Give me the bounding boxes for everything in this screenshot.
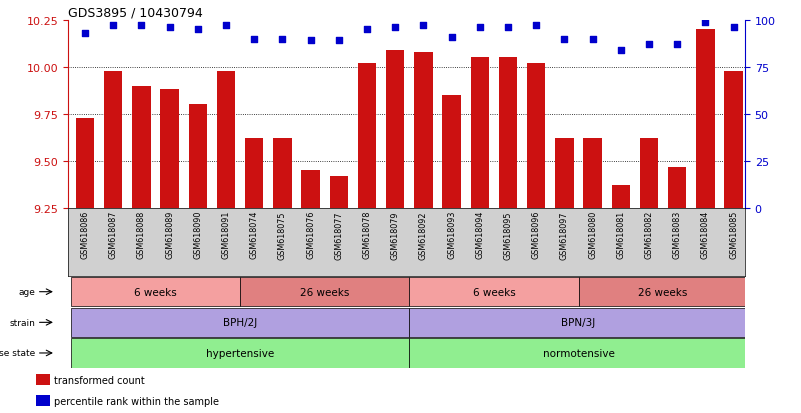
Bar: [132, 86, 151, 209]
Bar: [273, 139, 292, 209]
Bar: [724, 71, 743, 209]
Point: [642, 42, 655, 48]
Point: [360, 27, 373, 33]
Text: GSM618087: GSM618087: [109, 211, 118, 259]
Point: [558, 36, 571, 43]
Text: GSM618095: GSM618095: [504, 211, 513, 259]
Text: 6 weeks: 6 weeks: [134, 287, 177, 297]
Bar: [442, 96, 461, 209]
Text: BPN/3J: BPN/3J: [562, 318, 596, 328]
Text: GSM618078: GSM618078: [363, 211, 372, 259]
Text: disease state: disease state: [0, 349, 35, 358]
Text: 6 weeks: 6 weeks: [473, 287, 515, 297]
Bar: [104, 71, 123, 209]
Text: GDS3895 / 10430794: GDS3895 / 10430794: [68, 7, 203, 19]
Point: [473, 25, 486, 31]
Bar: [71, 277, 240, 307]
Point: [191, 27, 204, 33]
Text: GSM618088: GSM618088: [137, 211, 146, 259]
Text: GSM618074: GSM618074: [250, 211, 259, 259]
Point: [417, 23, 430, 30]
Bar: [330, 177, 348, 209]
Bar: [71, 338, 409, 368]
Point: [501, 25, 514, 31]
Bar: [217, 71, 235, 209]
Text: GSM618091: GSM618091: [222, 211, 231, 259]
Bar: [386, 51, 405, 209]
Text: GSM618090: GSM618090: [193, 211, 203, 259]
Text: GSM618085: GSM618085: [729, 211, 739, 259]
Point: [107, 23, 119, 30]
Point: [276, 36, 289, 43]
Bar: [527, 64, 545, 209]
Text: GSM618080: GSM618080: [588, 211, 597, 259]
Bar: [471, 58, 489, 209]
Bar: [414, 52, 433, 209]
Text: GSM618082: GSM618082: [645, 211, 654, 259]
Text: hypertensive: hypertensive: [206, 348, 274, 358]
Point: [699, 19, 712, 26]
Bar: [189, 105, 207, 209]
Bar: [358, 64, 376, 209]
Text: 26 weeks: 26 weeks: [638, 287, 688, 297]
Bar: [36, 395, 50, 406]
Text: percentile rank within the sample: percentile rank within the sample: [54, 396, 219, 406]
Bar: [696, 30, 714, 209]
Text: GSM618094: GSM618094: [475, 211, 485, 259]
Point: [135, 23, 148, 30]
Point: [529, 23, 542, 30]
Bar: [71, 308, 409, 337]
Point: [304, 38, 317, 45]
Bar: [583, 139, 602, 209]
Bar: [612, 186, 630, 209]
Bar: [409, 308, 748, 337]
Text: strain: strain: [10, 318, 35, 327]
Text: GSM618076: GSM618076: [306, 211, 315, 259]
Bar: [640, 139, 658, 209]
Point: [727, 25, 740, 31]
Point: [671, 42, 684, 48]
Text: BPH/2J: BPH/2J: [223, 318, 257, 328]
Text: GSM618089: GSM618089: [165, 211, 174, 259]
Point: [614, 47, 627, 54]
Point: [248, 36, 260, 43]
Point: [332, 38, 345, 45]
Point: [445, 34, 458, 41]
Point: [388, 25, 401, 31]
Text: GSM618097: GSM618097: [560, 211, 569, 259]
Text: GSM618081: GSM618081: [616, 211, 626, 259]
Point: [163, 25, 176, 31]
Text: GSM618093: GSM618093: [447, 211, 456, 259]
Bar: [245, 139, 264, 209]
Text: GSM618096: GSM618096: [532, 211, 541, 259]
Point: [219, 23, 232, 30]
Text: GSM618075: GSM618075: [278, 211, 287, 259]
Point: [586, 36, 599, 43]
Bar: [240, 277, 409, 307]
Text: GSM618086: GSM618086: [81, 211, 90, 259]
Text: GSM618092: GSM618092: [419, 211, 428, 259]
Point: [78, 31, 91, 37]
Bar: [499, 58, 517, 209]
Bar: [409, 277, 578, 307]
Text: GSM618079: GSM618079: [391, 211, 400, 259]
Bar: [578, 277, 748, 307]
Text: GSM618077: GSM618077: [334, 211, 344, 259]
Text: normotensive: normotensive: [542, 348, 614, 358]
Text: 26 weeks: 26 weeks: [300, 287, 349, 297]
Bar: [409, 338, 748, 368]
Bar: [555, 139, 574, 209]
Bar: [160, 90, 179, 209]
Bar: [36, 374, 50, 385]
Text: age: age: [18, 287, 35, 297]
Text: GSM618084: GSM618084: [701, 211, 710, 259]
Bar: [668, 167, 686, 209]
Text: transformed count: transformed count: [54, 375, 144, 385]
Text: GSM618083: GSM618083: [673, 211, 682, 259]
Bar: [301, 171, 320, 209]
Bar: [76, 119, 95, 209]
